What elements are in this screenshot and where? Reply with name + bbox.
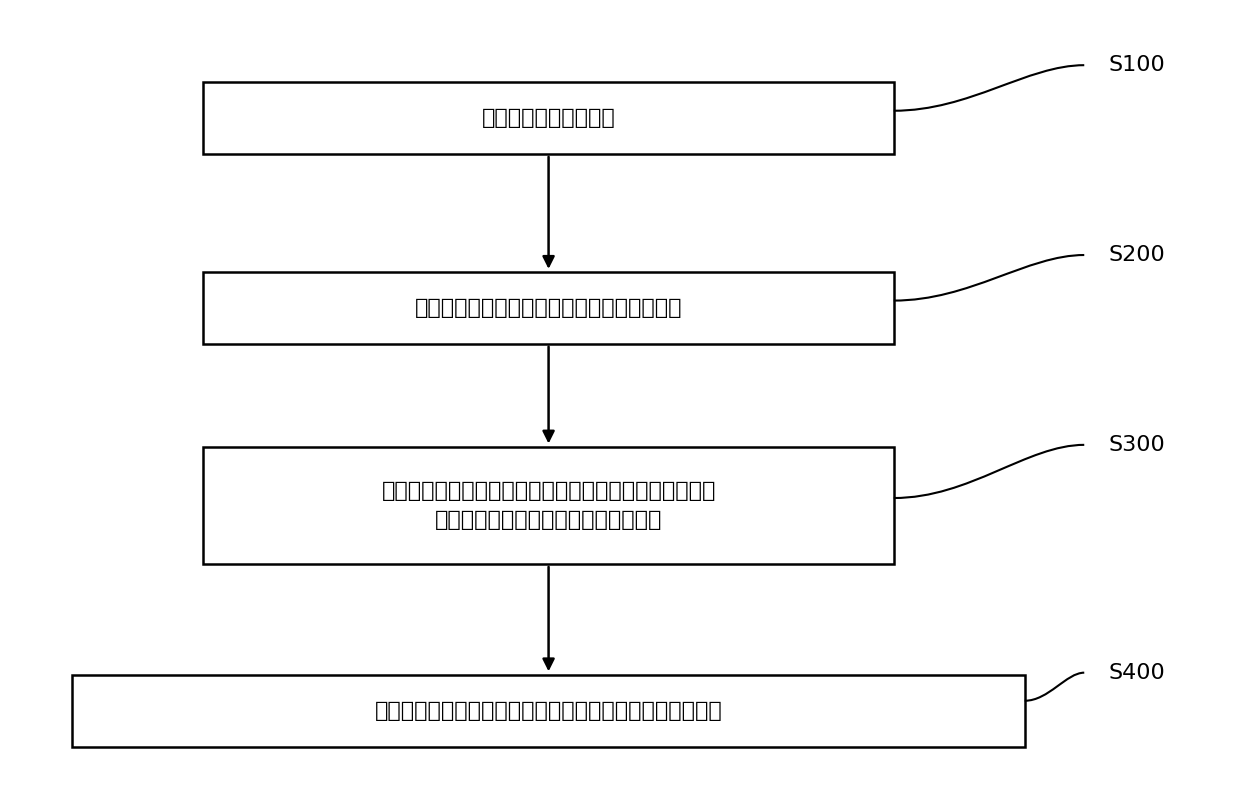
Text: 根据所述整体加工路径图，利用激光在所述石墨双极板毛
坯上加工流道，得到成型石墨双极板。: 根据所述整体加工路径图，利用激光在所述石墨双极板毛 坯上加工流道，得到成型石墨双… (382, 481, 715, 531)
Text: 根据目标流道结构图，绘制整体加工路径图。: 根据目标流道结构图，绘制整体加工路径图。 (415, 298, 682, 318)
Text: S100: S100 (1109, 55, 1164, 75)
Text: S200: S200 (1109, 245, 1164, 265)
FancyBboxPatch shape (203, 272, 894, 344)
Text: S300: S300 (1109, 435, 1164, 455)
Text: 获取石墨双极板毛坯。: 获取石墨双极板毛坯。 (481, 108, 615, 128)
FancyBboxPatch shape (203, 447, 894, 565)
Text: 对所述成型石墨双极板进行表面洁净处理和表面疏水处理。: 对所述成型石墨双极板进行表面洁净处理和表面疏水处理。 (374, 701, 723, 721)
FancyBboxPatch shape (203, 82, 894, 154)
FancyBboxPatch shape (72, 675, 1024, 747)
Text: S400: S400 (1109, 663, 1164, 683)
